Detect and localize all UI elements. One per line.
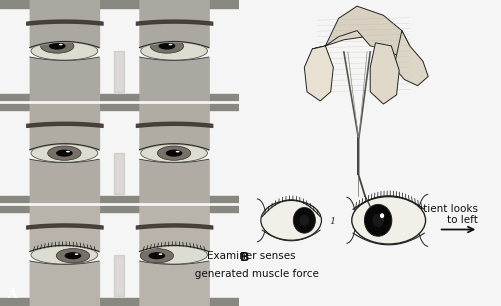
Polygon shape	[369, 43, 398, 104]
Polygon shape	[393, 31, 427, 86]
Circle shape	[157, 146, 190, 160]
Ellipse shape	[140, 246, 207, 264]
Circle shape	[158, 43, 175, 50]
Ellipse shape	[351, 197, 425, 244]
Text: B: B	[239, 251, 249, 264]
Circle shape	[65, 252, 81, 259]
Ellipse shape	[31, 246, 98, 264]
Ellipse shape	[140, 144, 207, 162]
Circle shape	[59, 44, 63, 45]
Circle shape	[140, 248, 173, 263]
Ellipse shape	[31, 42, 98, 60]
Text: 1: 1	[328, 217, 335, 226]
Text: Patient looks: Patient looks	[410, 204, 477, 214]
Circle shape	[75, 253, 78, 255]
Circle shape	[372, 214, 383, 227]
Circle shape	[379, 213, 383, 218]
Polygon shape	[312, 24, 391, 49]
Circle shape	[299, 215, 309, 226]
Circle shape	[175, 151, 179, 152]
Ellipse shape	[31, 144, 98, 162]
Circle shape	[158, 253, 162, 255]
Ellipse shape	[140, 42, 207, 60]
Circle shape	[41, 39, 74, 53]
Circle shape	[66, 151, 70, 152]
Circle shape	[150, 39, 183, 53]
Circle shape	[364, 204, 391, 236]
Circle shape	[165, 150, 182, 157]
Ellipse shape	[261, 200, 321, 240]
Circle shape	[48, 146, 81, 160]
Circle shape	[49, 43, 66, 50]
Text: A: A	[7, 288, 17, 301]
Circle shape	[56, 248, 90, 263]
Circle shape	[293, 207, 315, 233]
Circle shape	[148, 252, 165, 259]
Polygon shape	[304, 46, 333, 101]
Text: Examiner senses: Examiner senses	[207, 251, 296, 261]
Circle shape	[56, 150, 73, 157]
Text: to left: to left	[446, 215, 477, 225]
Text: generated muscle force: generated muscle force	[184, 269, 318, 279]
Polygon shape	[325, 6, 409, 55]
Circle shape	[168, 44, 172, 45]
